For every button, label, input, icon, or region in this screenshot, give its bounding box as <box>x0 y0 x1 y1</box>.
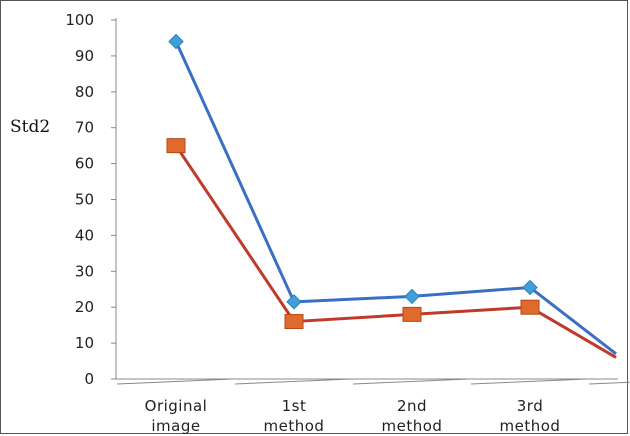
x-tick-label: method <box>264 417 325 435</box>
x-tick-label: 2nd <box>397 397 427 415</box>
y-tick-label: 60 <box>75 155 94 173</box>
y-tick-label: 20 <box>75 298 94 316</box>
y-tick-label: 90 <box>75 47 94 65</box>
y-tick-label: 10 <box>75 334 94 352</box>
x-tick-mark <box>588 381 630 385</box>
x-tick-label: Original <box>145 397 208 415</box>
y-tick-label: 40 <box>75 226 94 244</box>
series-line-1 <box>174 40 617 356</box>
y-tick-label: 0 <box>84 370 94 388</box>
data-point-diamond <box>522 279 538 296</box>
data-point-diamond <box>404 288 420 305</box>
y-tick-label: 80 <box>75 83 94 101</box>
y-tick-label: 50 <box>75 191 94 209</box>
series-line-2 <box>174 144 617 359</box>
data-point-square <box>284 314 304 330</box>
y-ticks: 0 10 20 30 40 50 60 70 80 90 100 <box>65 11 116 388</box>
y-axis-label: Std2 <box>10 117 50 137</box>
data-point-square <box>166 138 186 154</box>
y-tick-label: 70 <box>75 119 94 137</box>
x-tick-label: image <box>151 417 200 435</box>
y-tick-label: 30 <box>75 262 94 280</box>
series-lines <box>174 40 617 359</box>
x-tick-mark <box>116 378 234 385</box>
x-tick-label: method <box>500 417 561 435</box>
data-point-square <box>402 306 422 322</box>
y-tick-label: 100 <box>65 11 94 29</box>
data-point-diamond <box>286 294 302 310</box>
x-tick-mark <box>352 378 470 385</box>
data-point-diamond <box>168 33 184 50</box>
x-tick-label: 1st <box>282 397 307 415</box>
x-tick-mark <box>234 378 352 385</box>
x-tick-label: 3rd <box>517 397 543 415</box>
x-tick-label: method <box>382 417 443 435</box>
x-tick-mark <box>470 378 588 385</box>
axes <box>115 18 618 380</box>
data-point-square <box>520 299 540 315</box>
series-markers <box>166 33 540 330</box>
x-categories: Original image 1st method 2nd method 3rd method <box>116 378 630 435</box>
